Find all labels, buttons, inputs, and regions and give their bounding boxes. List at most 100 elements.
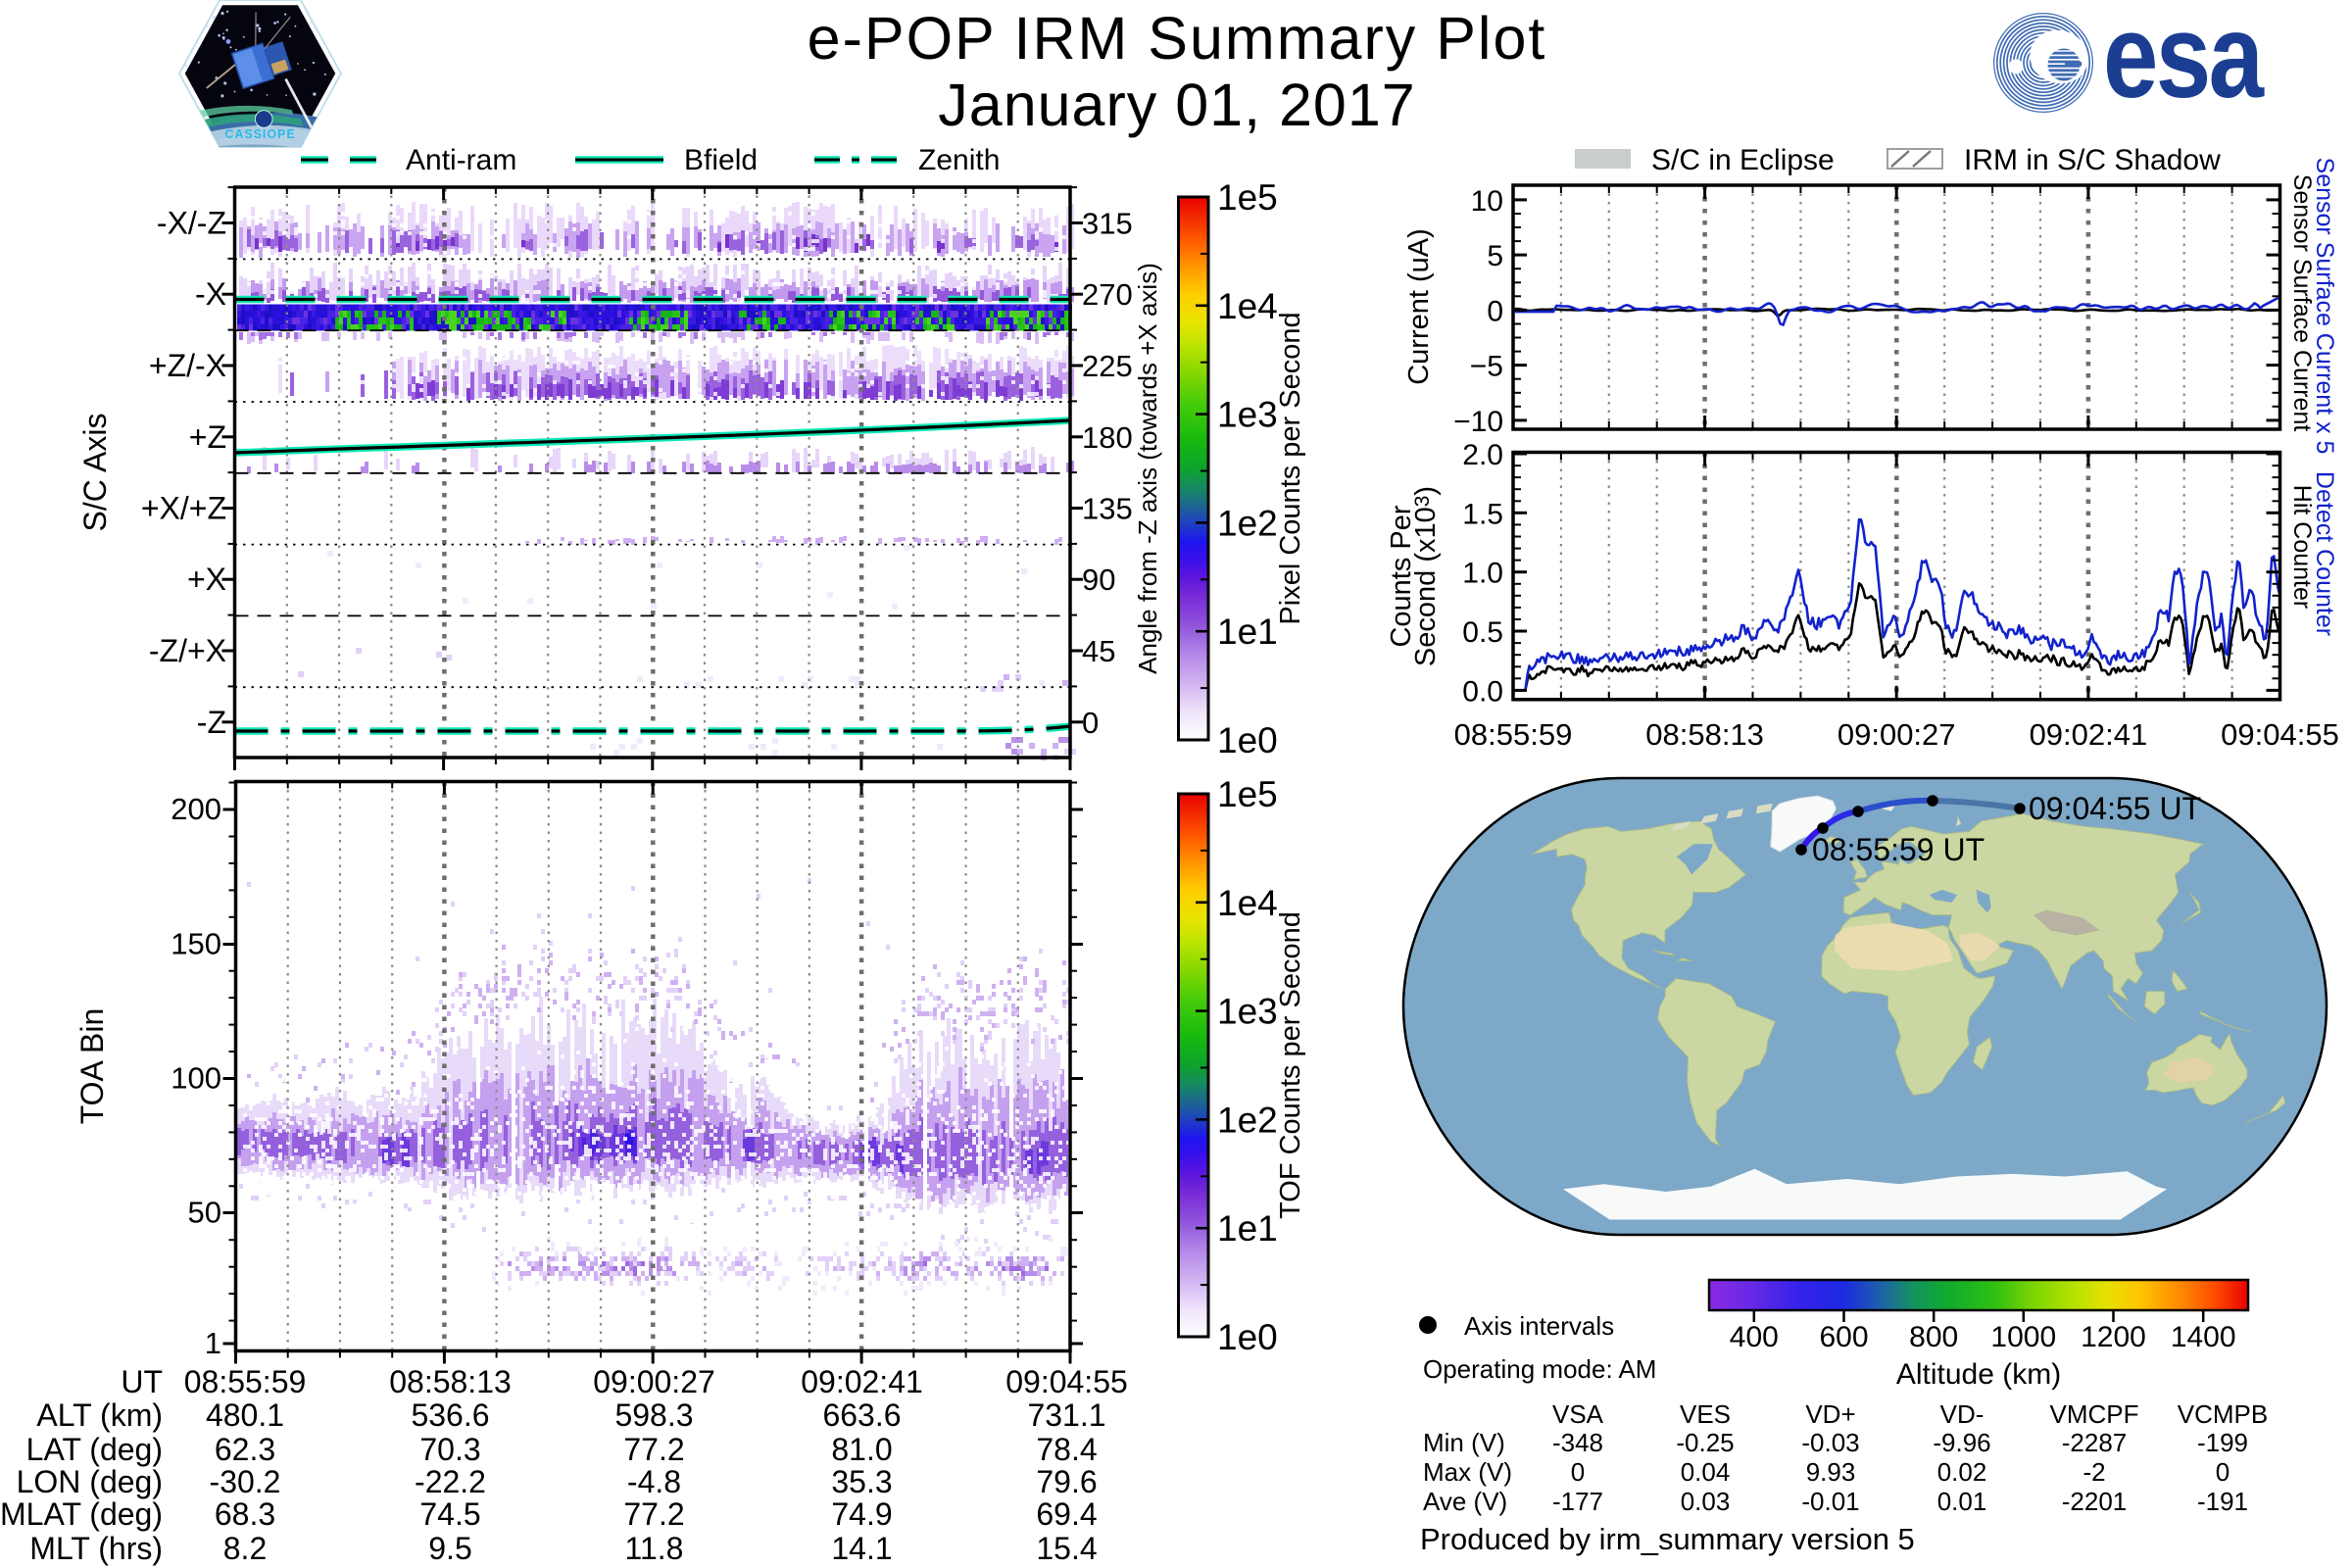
svg-text:1e2: 1e2	[1217, 503, 1278, 543]
svg-text:08:58:13: 08:58:13	[1645, 717, 1764, 752]
svg-text:Axis intervals: Axis intervals	[1464, 1311, 1614, 1341]
svg-text:Sensor Surface Current x 5: Sensor Surface Current x 5	[2311, 158, 2338, 455]
svg-text:600: 600	[1819, 1321, 1868, 1353]
svg-text:Angle from -Z axis (towards +X: Angle from -Z axis (towards +X axis)	[1133, 263, 1162, 674]
svg-text:S/C Axis: S/C Axis	[77, 414, 113, 532]
svg-text:0.02: 0.02	[1937, 1457, 1987, 1487]
svg-text:315: 315	[1082, 207, 1133, 241]
svg-text:0.01: 0.01	[1937, 1487, 1987, 1516]
svg-text:0.04: 0.04	[1681, 1457, 1731, 1487]
svg-text:-199: -199	[2197, 1428, 2248, 1457]
svg-text:1e2: 1e2	[1217, 1100, 1278, 1140]
svg-text:8.2: 8.2	[223, 1531, 267, 1566]
svg-text:Min (V): Min (V)	[1423, 1428, 1505, 1457]
svg-text:Detect Counter: Detect Counter	[2311, 471, 2338, 636]
svg-text:78.4: 78.4	[1036, 1432, 1097, 1467]
svg-text:598.3: 598.3	[614, 1397, 693, 1433]
svg-text:2.0: 2.0	[1462, 439, 1503, 471]
svg-text:536.6: 536.6	[411, 1397, 489, 1433]
svg-text:90: 90	[1082, 563, 1115, 597]
svg-text:Max (V): Max (V)	[1423, 1457, 1512, 1487]
svg-text:200: 200	[171, 792, 221, 826]
svg-text:e-POP IRM Summary Plot: e-POP IRM Summary Plot	[808, 5, 1547, 72]
svg-text:62.3: 62.3	[215, 1432, 275, 1467]
svg-text:09:02:41: 09:02:41	[2030, 717, 2148, 752]
svg-text:-0.25: -0.25	[1676, 1428, 1734, 1457]
svg-text:15.4: 15.4	[1036, 1531, 1097, 1566]
svg-text:Sensor Surface Current: Sensor Surface Current	[2288, 174, 2316, 432]
svg-text:IRM in S/C Shadow: IRM in S/C Shadow	[1964, 144, 2221, 176]
svg-text:0: 0	[1487, 295, 1503, 327]
svg-text:09:04:55: 09:04:55	[1005, 1364, 1128, 1399]
svg-text:+X: +X	[187, 562, 226, 597]
svg-text:10: 10	[1471, 185, 1503, 218]
svg-text:Produced by irm_summary versio: Produced by irm_summary version 5	[1420, 1522, 1915, 1556]
svg-text:1e3: 1e3	[1217, 395, 1278, 435]
svg-text:135: 135	[1082, 492, 1133, 526]
svg-text:09:04:55: 09:04:55	[2221, 717, 2339, 752]
svg-text:1200: 1200	[2081, 1321, 2146, 1353]
svg-text:VMCPF: VMCPF	[2050, 1399, 2139, 1429]
svg-text:81.0: 81.0	[831, 1432, 892, 1467]
svg-text:480.1: 480.1	[206, 1397, 284, 1433]
svg-text:68.3: 68.3	[215, 1496, 275, 1532]
svg-text:−5: −5	[1470, 351, 1503, 383]
svg-text:-X: -X	[195, 276, 226, 312]
svg-text:VES: VES	[1680, 1399, 1731, 1429]
svg-text:-191: -191	[2197, 1487, 2248, 1516]
svg-text:35.3: 35.3	[831, 1464, 892, 1499]
svg-text:08:55:59: 08:55:59	[1454, 717, 1573, 752]
svg-text:0.5: 0.5	[1462, 616, 1503, 649]
svg-text:LAT (deg): LAT (deg)	[26, 1432, 163, 1467]
svg-text:+Z/-X: +Z/-X	[149, 348, 226, 383]
svg-text:1000: 1000	[1990, 1321, 2056, 1353]
svg-text:TOA Bin: TOA Bin	[74, 1008, 110, 1125]
svg-text:08:55:59: 08:55:59	[184, 1364, 307, 1399]
svg-text:LON (deg): LON (deg)	[17, 1464, 163, 1499]
svg-text:ALT (km): ALT (km)	[36, 1397, 163, 1433]
svg-text:Bfield: Bfield	[684, 144, 758, 176]
svg-text:+Z: +Z	[189, 419, 226, 455]
svg-text:1e0: 1e0	[1217, 1317, 1278, 1357]
svg-text:Second (x103): Second (x103)	[1410, 486, 1442, 666]
svg-text:-2287: -2287	[2062, 1428, 2128, 1457]
svg-text:VD-: VD-	[1940, 1399, 1984, 1429]
svg-text:-177: -177	[1552, 1487, 1603, 1516]
svg-text:77.2: 77.2	[623, 1496, 684, 1532]
svg-text:08:58:13: 08:58:13	[389, 1364, 512, 1399]
svg-text:9.93: 9.93	[1806, 1457, 1856, 1487]
svg-text:45: 45	[1082, 634, 1115, 668]
svg-text:Counts Per: Counts Per	[1386, 505, 1417, 647]
svg-text:CASSIOPE: CASSIOPE	[224, 127, 295, 141]
svg-text:08:55:59 UT: 08:55:59 UT	[1812, 832, 1984, 867]
svg-text:731.1: 731.1	[1027, 1397, 1105, 1433]
svg-text:1e3: 1e3	[1217, 992, 1278, 1032]
svg-text:S/C in Eclipse: S/C in Eclipse	[1651, 144, 1835, 176]
svg-text:5: 5	[1487, 240, 1503, 272]
svg-text:UT: UT	[121, 1364, 163, 1399]
svg-text:-22.2: -22.2	[415, 1464, 486, 1499]
svg-text:1.0: 1.0	[1462, 558, 1503, 590]
svg-text:-4.8: -4.8	[627, 1464, 681, 1499]
svg-text:0: 0	[2216, 1457, 2230, 1487]
svg-text:800: 800	[1909, 1321, 1958, 1353]
svg-text:1.5: 1.5	[1462, 498, 1503, 530]
svg-text:663.6: 663.6	[822, 1397, 901, 1433]
svg-text:79.6: 79.6	[1036, 1464, 1097, 1499]
svg-text:Anti-ram: Anti-ram	[406, 144, 516, 176]
svg-text:100: 100	[171, 1061, 221, 1096]
svg-text:-9.96: -9.96	[1933, 1428, 1990, 1457]
svg-text:-Z: -Z	[197, 705, 226, 740]
svg-text:Operating mode: AM: Operating mode: AM	[1423, 1354, 1656, 1384]
svg-text:74.9: 74.9	[831, 1496, 892, 1532]
svg-text:January 01, 2017: January 01, 2017	[938, 72, 1415, 138]
svg-text:-348: -348	[1552, 1428, 1603, 1457]
svg-text:VD+: VD+	[1805, 1399, 1855, 1429]
svg-text:0: 0	[1571, 1457, 1585, 1487]
svg-text:Hit Counter: Hit Counter	[2288, 485, 2316, 609]
svg-text:150: 150	[171, 927, 221, 961]
svg-text:09:02:41: 09:02:41	[801, 1364, 923, 1399]
svg-text:Altitude (km): Altitude (km)	[1896, 1358, 2061, 1391]
svg-text:400: 400	[1730, 1321, 1779, 1353]
svg-text:09:00:27: 09:00:27	[593, 1364, 715, 1399]
